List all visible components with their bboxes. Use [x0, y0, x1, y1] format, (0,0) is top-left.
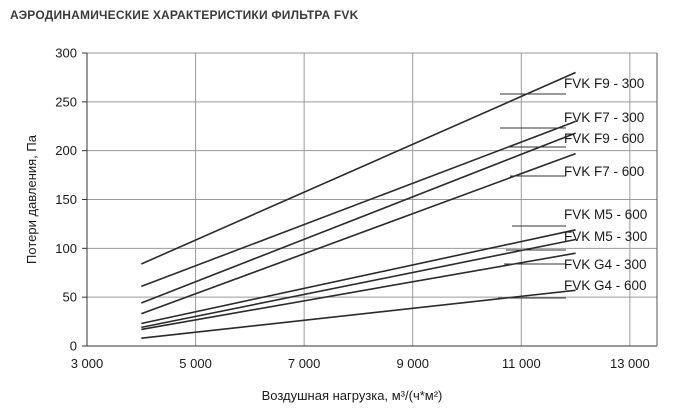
y-tick-label: 100 [55, 241, 77, 256]
x-tick-label: 13 000 [610, 356, 650, 371]
x-tick-label: 3 000 [71, 356, 104, 371]
x-tick-label: 9 000 [396, 356, 429, 371]
legend-labels: FVK F9 - 300 FVK F7 - 300 FVK F9 - 600 FVK … [564, 76, 647, 293]
series-line [141, 238, 576, 329]
x-tick-label: 7 000 [288, 356, 321, 371]
series-line [141, 132, 576, 304]
legend-label: FVK G4 - 600 [564, 278, 647, 293]
axes [82, 52, 658, 347]
legend-label: FVK F9 - 600 [564, 131, 644, 146]
x-axis-title: Воздушная нагрузка, м³/(ч*м²) [262, 388, 443, 403]
y-tick-label: 300 [55, 46, 77, 61]
x-tick-label: 11 000 [502, 356, 541, 371]
y-tick-label: 250 [55, 94, 77, 109]
series-line [140, 71, 576, 265]
legend-label: FVK M5 - 300 [564, 229, 647, 244]
y-tick-label: 0 [70, 339, 77, 354]
legend-label: FVK F9 - 300 [564, 76, 644, 91]
series-line [141, 252, 576, 331]
y-axis-title: Потери давления, Па [24, 134, 39, 264]
series-lines [140, 71, 576, 339]
series-line [141, 229, 576, 325]
legend-label: FVK M5 - 600 [564, 207, 647, 222]
legend-label: FVK F7 - 300 [564, 110, 644, 125]
y-tick-label: 150 [55, 192, 77, 207]
page-title: АЭРОДИНАМИЧЕСКИЕ ХАРАКТЕРИСТИКИ ФИЛЬТРА … [10, 8, 359, 22]
legend-label: FVK F7 - 600 [564, 164, 644, 179]
tick-labels: 3 000 5 000 7 000 9 000 11 000 13 000 0 50 100 15… [55, 46, 649, 372]
series-line [141, 120, 576, 288]
series-line [141, 152, 576, 315]
x-tick-label: 5 000 [179, 356, 212, 371]
legend-leader-lines [498, 93, 566, 299]
y-tick-label: 200 [55, 143, 77, 158]
y-tick-label: 50 [63, 290, 77, 305]
legend-label: FVK G4 - 300 [564, 257, 647, 272]
